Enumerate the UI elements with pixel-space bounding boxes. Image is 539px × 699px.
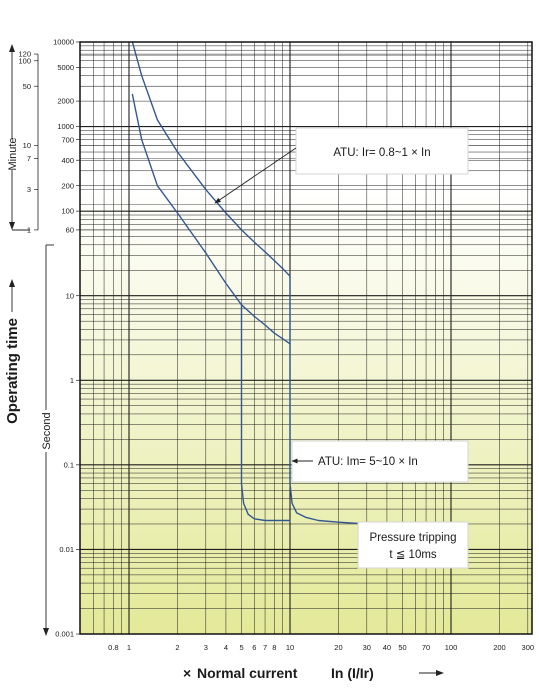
x-tick-label: 50 (398, 643, 406, 652)
annotation-atu-im-text: ATU: Im= 5~10 × In (318, 456, 418, 468)
annotation-atu-im: ATU: Im= 5~10 × In (291, 440, 469, 483)
minute-tick-label: 3 (27, 185, 31, 194)
second-tick-label: 2000 (57, 97, 74, 106)
x-tick-label: 70 (422, 643, 430, 652)
second-tick-label: 0.001 (55, 630, 74, 639)
x-tick-label: 5 (239, 643, 243, 652)
minute-tick-label: 120 (18, 50, 31, 59)
annotation-atu-ir-arrow (214, 147, 297, 204)
x-axis-title-group: × Normal current In (I/Ir) (183, 665, 444, 681)
second-tick-label: 100 (61, 207, 74, 216)
x-tick-label: 40 (383, 643, 391, 652)
minute-tick-label: 10 (23, 141, 31, 150)
x-tick-label: 30 (363, 643, 371, 652)
x-tick-label: 100 (445, 643, 458, 652)
second-tick-label: 400 (61, 156, 74, 165)
plot-frame (79, 41, 533, 635)
minute-bracket: Minute (7, 44, 30, 231)
second-tick-label: 1000 (57, 122, 74, 131)
x-tick-label: 3 (204, 643, 208, 652)
x-tick-label: 10 (286, 643, 294, 652)
curves (131, 41, 388, 525)
second-label: Second (41, 412, 53, 449)
curve-series-4 (289, 275, 388, 525)
x-tick-label: 1 (127, 643, 131, 652)
second-tick-label: 10 (66, 291, 74, 300)
curve-series-1 (131, 41, 291, 277)
minute-tick-label: 100 (18, 56, 31, 65)
minute-label: Minute (7, 137, 19, 170)
second-tick-label: 700 (61, 135, 74, 144)
x-tick-label: 300 (522, 643, 535, 652)
second-tick-label: 5000 (57, 63, 74, 72)
annotation-atu-ir-box (295, 127, 469, 175)
x-axis-unit: In (I/Ir) (331, 665, 374, 681)
y-axis-title: Operating time (4, 318, 21, 424)
annotation-pressure-tripping-line1: Pressure tripping (370, 532, 457, 544)
annotation-pressure-tripping-line2: t ≦ 10ms (389, 549, 437, 561)
x-axis-title-prefix: × (183, 665, 191, 681)
second-tick-label: 200 (61, 181, 74, 190)
annotation-atu-ir: ATU: Ir= 0.8~1 × In (214, 127, 469, 204)
x-tick-label: 6 (252, 643, 256, 652)
annotation-atu-ir-text: ATU: Ir= 0.8~1 × In (333, 147, 430, 159)
minute-tick-label: 50 (23, 82, 31, 91)
x-tick-label: 7 (263, 643, 267, 652)
annotation-pressure-tripping: Pressure tripping t ≦ 10ms (357, 521, 469, 569)
x-tick-label: 4 (224, 643, 228, 652)
second-bracket: Second (41, 244, 54, 636)
second-tick-label: 0.01 (59, 545, 74, 554)
curve-series-2 (131, 93, 291, 345)
second-axis-ticks: 10000 5000 2000 1000 700 400 200 100 60 10 1 0.1 0.0… (53, 38, 80, 639)
second-tick-label: 1 (70, 376, 74, 385)
x-tick-label: 2 (175, 643, 179, 652)
x-axis-ticks: 0.8 1 2 3 4 5 6 7 8 10 20 30 40 50 70 100 200 300 (108, 643, 534, 652)
second-tick-label: 10000 (53, 38, 74, 47)
curve-series-3 (240, 304, 291, 522)
y-axis-title-group: Operating time (4, 279, 21, 424)
minute-tick-label: 7 (27, 154, 31, 163)
x-tick-label: 200 (493, 643, 506, 652)
second-tick-label: 0.1 (64, 460, 74, 469)
x-tick-label: 20 (334, 643, 342, 652)
x-axis-title: Normal current (197, 665, 298, 681)
x-tick-label: 0.8 (108, 643, 118, 652)
x-tick-label: 8 (272, 643, 276, 652)
second-tick-label: 60 (66, 226, 74, 235)
annotation-pressure-tripping-box (357, 521, 469, 569)
